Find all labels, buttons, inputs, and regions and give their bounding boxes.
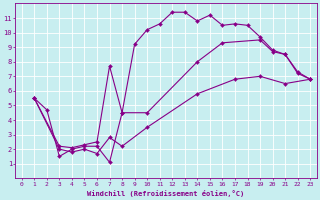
X-axis label: Windchill (Refroidissement éolien,°C): Windchill (Refroidissement éolien,°C): [87, 190, 244, 197]
